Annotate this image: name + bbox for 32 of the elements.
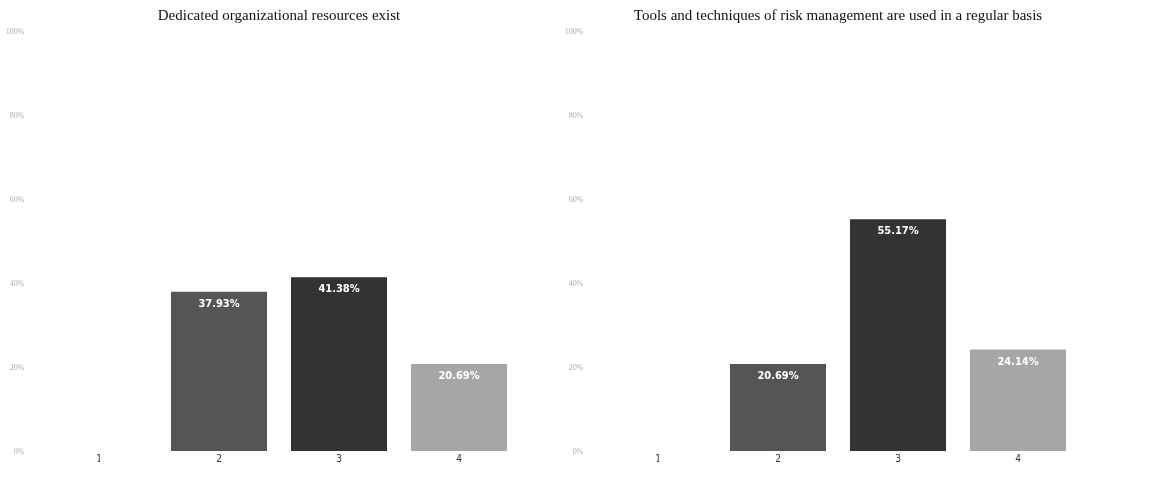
y-tick-label: 60% (9, 194, 25, 204)
y-tick-label: 60% (568, 194, 584, 204)
x-tick-label: 3 (895, 452, 901, 464)
x-tick-label: 2 (216, 452, 222, 464)
x-tick-label: 4 (1015, 452, 1022, 464)
y-tick-label: 100% (5, 26, 25, 36)
data-label: 20.69% (438, 369, 480, 383)
bar (730, 364, 826, 451)
y-tick-label: 20% (568, 362, 584, 372)
bar (970, 349, 1066, 451)
bar (171, 291, 267, 451)
y-tick-label: 100% (564, 26, 584, 36)
bar (411, 364, 507, 451)
y-tick-label: 40% (568, 278, 584, 288)
data-label: 41.38% (318, 282, 360, 296)
bar (850, 219, 946, 451)
y-tick-label: 40% (9, 278, 25, 288)
x-tick-label: 4 (456, 452, 463, 464)
y-tick-label: 80% (9, 110, 25, 120)
y-tick-label: 0% (13, 446, 25, 456)
data-label: 55.17% (877, 224, 919, 238)
x-tick-label: 3 (336, 452, 342, 464)
y-tick-label: 0% (572, 446, 584, 456)
bar (291, 277, 387, 451)
data-label: 20.69% (757, 369, 799, 383)
chart-title: Dedicated organizational resources exist (157, 7, 402, 23)
data-label: 24.14% (997, 354, 1039, 368)
y-tick-label: 80% (568, 110, 584, 120)
data-label: 37.93% (198, 296, 240, 310)
y-tick-label: 20% (9, 362, 25, 372)
chart-title: Tools and techniques of risk management are used in a regular basis (633, 7, 1043, 23)
x-tick-label: 2 (775, 452, 781, 464)
